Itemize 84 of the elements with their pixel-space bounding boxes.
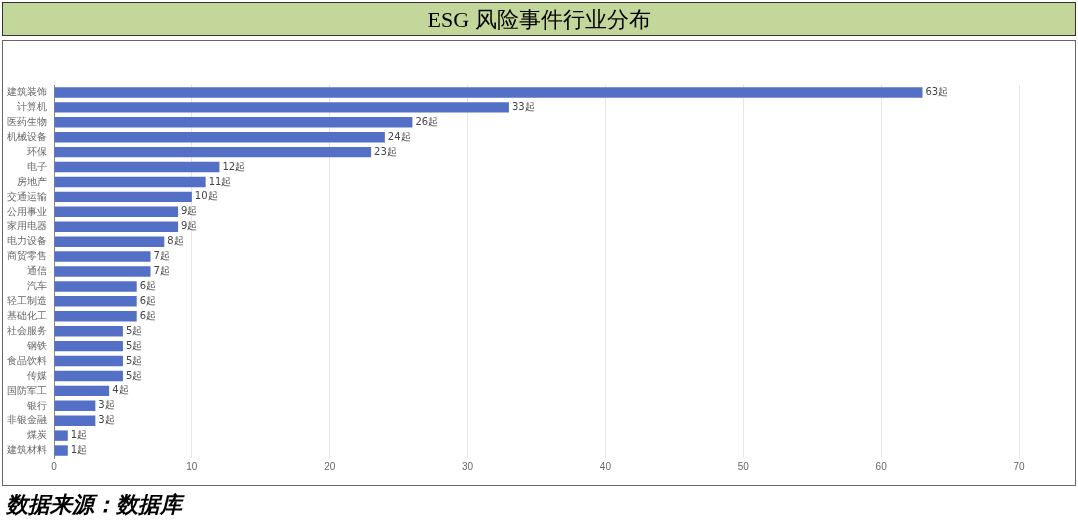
bar bbox=[54, 236, 165, 247]
x-tick-label: 30 bbox=[462, 460, 474, 472]
y-tick-label: 家用电器 bbox=[7, 220, 47, 232]
bar bbox=[54, 400, 96, 411]
bar bbox=[54, 340, 123, 352]
data-label: 23起 bbox=[374, 145, 397, 157]
bar bbox=[54, 296, 137, 307]
bar bbox=[54, 370, 123, 382]
data-label: 7起 bbox=[153, 265, 170, 277]
y-tick-label: 医药生物 bbox=[7, 116, 47, 128]
x-tick-label: 20 bbox=[324, 460, 336, 472]
x-tick-label: 70 bbox=[1013, 460, 1025, 472]
bar bbox=[54, 430, 68, 441]
y-tick-label: 基础化工 bbox=[7, 310, 47, 322]
y-tick-label: 机械设备 bbox=[7, 130, 47, 142]
x-tick-label: 50 bbox=[737, 460, 750, 472]
y-tick-label: 汽车 bbox=[27, 280, 47, 292]
data-label: 26起 bbox=[415, 115, 439, 127]
y-tick-label: 房地产 bbox=[17, 175, 47, 187]
data-label: 6起 bbox=[139, 294, 157, 306]
data-label: 6起 bbox=[139, 280, 157, 292]
y-tick-label: 交通运输 bbox=[7, 190, 47, 202]
y-tick-label: 电力设备 bbox=[7, 235, 47, 247]
bar bbox=[54, 206, 179, 218]
x-tick-label: 10 bbox=[186, 460, 198, 472]
y-tick-label: 轻工制造 bbox=[7, 295, 47, 307]
data-label: 10起 bbox=[194, 190, 218, 202]
bar bbox=[54, 87, 923, 98]
x-tick-label: 60 bbox=[875, 460, 888, 472]
data-label: 6起 bbox=[139, 309, 157, 321]
bar bbox=[54, 311, 137, 322]
bar bbox=[54, 221, 179, 232]
y-tick-label: 国防军工 bbox=[7, 384, 47, 396]
data-label: 5起 bbox=[125, 324, 143, 336]
y-tick-label: 社会服务 bbox=[7, 324, 47, 336]
chart-title: ESG 风险事件行业分布 bbox=[2, 2, 1076, 36]
y-tick-label: 食品饮料 bbox=[7, 354, 47, 366]
data-label: 3起 bbox=[98, 414, 115, 426]
bar bbox=[54, 191, 192, 203]
bar bbox=[54, 176, 206, 188]
data-label: 5起 bbox=[125, 369, 143, 381]
bar bbox=[54, 266, 151, 277]
y-tick-label: 环保 bbox=[27, 145, 47, 157]
data-label: 1起 bbox=[70, 444, 88, 456]
data-label: 11起 bbox=[208, 175, 232, 187]
y-tick-label: 公用事业 bbox=[7, 205, 47, 217]
y-tick-label: 建筑材料 bbox=[6, 444, 47, 456]
y-tick-label: 银行 bbox=[26, 399, 47, 411]
bar bbox=[54, 281, 137, 292]
bar bbox=[54, 325, 123, 337]
bar bbox=[54, 251, 151, 262]
data-label: 9起 bbox=[181, 205, 198, 217]
x-tick-label: 0 bbox=[51, 460, 58, 472]
y-tick-label: 传媒 bbox=[27, 369, 47, 381]
data-label: 5起 bbox=[125, 339, 143, 351]
x-tick-label: 40 bbox=[599, 460, 612, 472]
data-label: 5起 bbox=[125, 354, 143, 366]
bar bbox=[54, 385, 110, 397]
bar bbox=[54, 445, 68, 456]
y-tick-label: 计算机 bbox=[17, 101, 47, 113]
data-label: 7起 bbox=[153, 250, 170, 262]
data-label: 8起 bbox=[167, 235, 184, 247]
y-tick-label: 商贸零售 bbox=[7, 250, 47, 262]
bar bbox=[54, 102, 509, 113]
data-label: 12起 bbox=[222, 160, 246, 172]
y-tick-label: 非银金融 bbox=[7, 414, 47, 426]
data-label: 3起 bbox=[98, 399, 115, 411]
bar bbox=[54, 355, 123, 367]
data-label: 9起 bbox=[181, 220, 198, 232]
bar bbox=[54, 415, 96, 426]
bar bbox=[54, 117, 413, 128]
bar bbox=[54, 132, 385, 143]
data-label: 33起 bbox=[511, 100, 535, 112]
y-tick-label: 电子 bbox=[27, 160, 47, 172]
data-label: 4起 bbox=[112, 384, 129, 396]
data-label: 63起 bbox=[925, 86, 949, 98]
y-tick-label: 建筑装饰 bbox=[6, 86, 47, 98]
y-tick-label: 通信 bbox=[27, 265, 47, 277]
data-label: 24起 bbox=[387, 130, 411, 142]
bar bbox=[54, 161, 220, 173]
y-tick-label: 煤炭 bbox=[27, 429, 47, 441]
bar bbox=[54, 146, 372, 158]
data-label: 1起 bbox=[70, 429, 88, 441]
y-tick-label: 钢铁 bbox=[26, 339, 47, 351]
